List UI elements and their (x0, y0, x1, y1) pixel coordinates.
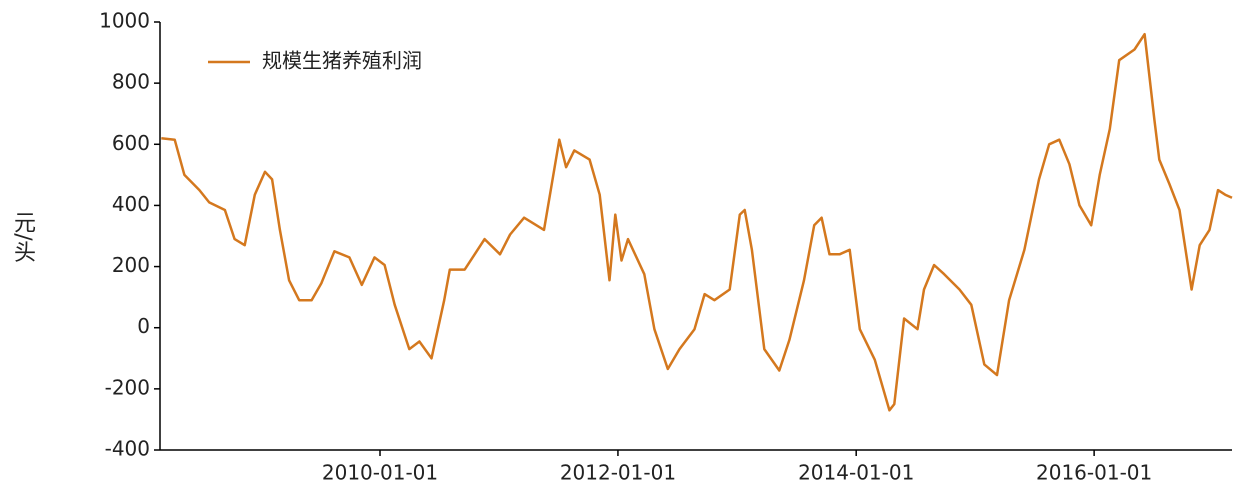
y-tick-label: 1000 (99, 9, 150, 33)
y-tick-label: -200 (105, 375, 150, 399)
y-tick-label: 400 (112, 192, 150, 216)
y-tick-label: 0 (137, 314, 150, 338)
data-line (161, 32, 1233, 412)
legend-label: 规模生猪养殖利润 (262, 49, 422, 73)
x-tick-label: 2016-01-01 (1036, 461, 1152, 485)
y-tick-label: -400 (105, 437, 150, 461)
x-tick-label: 2014-01-01 (798, 461, 914, 485)
x-tick-label: 2010-01-01 (322, 461, 438, 485)
y-axis-label: 元/头 (10, 211, 35, 263)
y-tick-label: 600 (112, 131, 150, 155)
y-tick-label: 200 (112, 253, 150, 277)
y-tick-label: 800 (112, 70, 150, 94)
x-tick-label: 2012-01-01 (560, 461, 676, 485)
